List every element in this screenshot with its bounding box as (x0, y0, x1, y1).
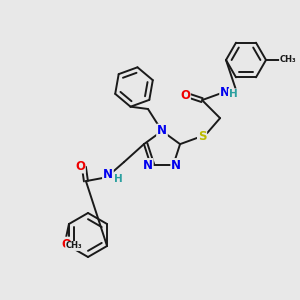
Text: CH₃: CH₃ (66, 242, 82, 250)
Text: N: N (220, 85, 230, 99)
Text: S: S (198, 130, 206, 142)
Text: O: O (61, 238, 71, 250)
Text: N: N (143, 159, 153, 172)
Text: H: H (114, 174, 122, 184)
Text: CH₃: CH₃ (280, 56, 296, 64)
Text: N: N (103, 168, 113, 181)
Text: N: N (157, 124, 167, 137)
Text: O: O (180, 88, 190, 102)
Text: H: H (229, 89, 237, 99)
Text: O: O (75, 160, 85, 172)
Text: N: N (171, 159, 181, 172)
